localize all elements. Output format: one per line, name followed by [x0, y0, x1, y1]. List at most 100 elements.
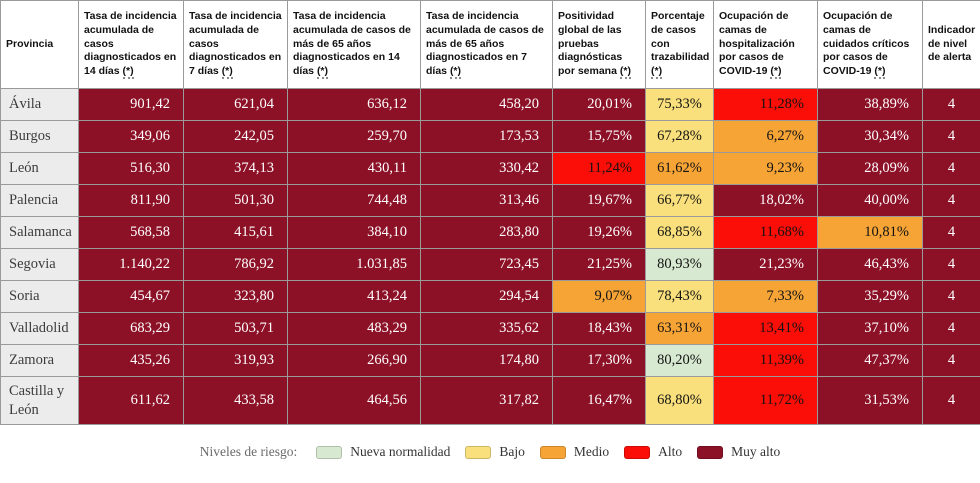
- risk-levels-legend: Niveles de riesgo: Nueva normalidad Bajo M…: [0, 444, 980, 460]
- value-cell: 568,58: [78, 216, 184, 249]
- province-cell: Soria: [0, 280, 79, 313]
- legend-title: Niveles de riesgo:: [199, 444, 298, 459]
- province-cell: Ávila: [0, 88, 79, 121]
- value-cell: 35,29%: [817, 280, 923, 313]
- value-cell: 259,70: [287, 120, 421, 153]
- value-cell: 10,81%: [817, 216, 923, 249]
- covid-indicators-table: Provincia Tasa de incidencia acumulada d…: [0, 0, 980, 425]
- province-cell: Salamanca: [0, 216, 79, 249]
- value-cell: 68,85%: [645, 216, 714, 249]
- legend-item: Alto: [624, 444, 682, 460]
- footnote-marker[interactable]: (*): [619, 65, 631, 80]
- column-header-label: Tasa de incidencia acumulada de casos di…: [189, 9, 282, 78]
- table-row: Castilla y León 611,62 433,58 464,56 317,82 1…: [0, 376, 980, 425]
- value-cell: 11,39%: [713, 344, 818, 377]
- value-cell: 4: [922, 344, 980, 377]
- value-cell: 413,24: [287, 280, 421, 313]
- value-cell: 458,20: [420, 88, 553, 121]
- footnote-marker[interactable]: (*): [770, 65, 782, 80]
- value-cell: 21,23%: [713, 248, 818, 281]
- value-cell: 683,29: [78, 312, 184, 345]
- value-cell: 483,29: [287, 312, 421, 345]
- province-cell: Castilla y León: [0, 376, 79, 425]
- value-cell: 9,23%: [713, 152, 818, 185]
- value-cell: 433,58: [183, 376, 288, 425]
- province-cell: Palencia: [0, 184, 79, 217]
- value-cell: 323,80: [183, 280, 288, 313]
- value-cell: 4: [922, 152, 980, 185]
- column-header-incidencia-14d: Tasa de incidencia acumulada de casos di…: [78, 0, 184, 89]
- legend-item: Bajo: [465, 444, 525, 460]
- value-cell: 4: [922, 120, 980, 153]
- footnote-marker[interactable]: (*): [221, 65, 233, 80]
- value-cell: 4: [922, 88, 980, 121]
- legend-item: Nueva normalidad: [316, 444, 450, 460]
- legend-label: Bajo: [499, 444, 525, 459]
- value-cell: 80,93%: [645, 248, 714, 281]
- value-cell: 430,11: [287, 152, 421, 185]
- column-header-label: Indicador de nivel de alerta: [928, 23, 976, 64]
- table-row: Soria 454,67 323,80 413,24 294,54 9,07% 78,43%…: [0, 280, 980, 313]
- value-cell: 16,47%: [552, 376, 646, 425]
- value-cell: 68,80%: [645, 376, 714, 425]
- legend-swatch-medio: [539, 445, 566, 459]
- value-cell: 75,33%: [645, 88, 714, 121]
- value-cell: 30,34%: [817, 120, 923, 153]
- column-header-nivel-alerta: Indicador de nivel de alerta: [922, 0, 980, 89]
- value-cell: 723,45: [420, 248, 553, 281]
- value-cell: 501,30: [183, 184, 288, 217]
- footnote-marker[interactable]: (*): [449, 65, 462, 80]
- column-header-provincia: Provincia: [0, 0, 79, 89]
- legend-label: Medio: [573, 444, 610, 459]
- legend-item: Medio: [539, 444, 610, 460]
- value-cell: 744,48: [287, 184, 421, 217]
- value-cell: 7,33%: [713, 280, 818, 313]
- value-cell: 38,89%: [817, 88, 923, 121]
- value-cell: 811,90: [78, 184, 184, 217]
- value-cell: 21,25%: [552, 248, 646, 281]
- column-header-label: Porcentaje de casos con trazabilidad: [651, 9, 710, 64]
- province-cell: Segovia: [0, 248, 79, 281]
- value-cell: 374,13: [183, 152, 288, 185]
- column-header-label: Tasa de incidencia acumulada de casos de…: [426, 9, 544, 78]
- column-header-incidencia-65-7d: Tasa de incidencia acumulada de casos de…: [420, 0, 553, 89]
- value-cell: 901,42: [78, 88, 184, 121]
- value-cell: 15,75%: [552, 120, 646, 153]
- column-header-positividad: Positividad global de las pruebas diagnó…: [552, 0, 646, 89]
- column-header-incidencia-7d: Tasa de incidencia acumulada de casos di…: [183, 0, 288, 89]
- value-cell: 242,05: [183, 120, 288, 153]
- column-header-label: Ocupación de camas de hospitalización po…: [719, 9, 795, 78]
- value-cell: 13,41%: [713, 312, 818, 345]
- value-cell: 516,30: [78, 152, 184, 185]
- value-cell: 63,31%: [645, 312, 714, 345]
- value-cell: 415,61: [183, 216, 288, 249]
- table-header: Provincia Tasa de incidencia acumulada d…: [0, 0, 980, 89]
- footnote-marker[interactable]: (*): [874, 65, 886, 80]
- value-cell: 61,62%: [645, 152, 714, 185]
- value-cell: 17,30%: [552, 344, 646, 377]
- value-cell: 20,01%: [552, 88, 646, 121]
- value-cell: 18,43%: [552, 312, 646, 345]
- province-cell: Zamora: [0, 344, 79, 377]
- legend-label: Nueva normalidad: [350, 444, 451, 459]
- table-row: Ávila 901,42 621,04 636,12 458,20 20,01% 75,33…: [0, 88, 980, 121]
- table-row: Segovia 1.140,22 786,92 1.031,85 723,45 21,25…: [0, 248, 980, 281]
- column-header-label: Tasa de incidencia acumulada de casos de…: [293, 9, 411, 78]
- value-cell: 67,28%: [645, 120, 714, 153]
- value-cell: 37,10%: [817, 312, 923, 345]
- legend-swatch-nueva-normalidad: [316, 445, 343, 459]
- table-row: León 516,30 374,13 430,11 330,42 11,24% 61,62%…: [0, 152, 980, 185]
- value-cell: 319,93: [183, 344, 288, 377]
- column-header-label: Positividad global de las pruebas diagnó…: [558, 9, 623, 78]
- value-cell: 11,24%: [552, 152, 646, 185]
- footnote-marker[interactable]: (*): [651, 65, 663, 80]
- value-cell: 4: [922, 184, 980, 217]
- value-cell: 4: [922, 376, 980, 425]
- footnote-marker[interactable]: (*): [122, 65, 134, 80]
- value-cell: 335,62: [420, 312, 553, 345]
- footnote-marker[interactable]: (*): [316, 65, 329, 80]
- province-cell: Valladolid: [0, 312, 79, 345]
- value-cell: 40,00%: [817, 184, 923, 217]
- value-cell: 19,26%: [552, 216, 646, 249]
- column-header-camas-criticos: Ocupación de camas de cuidados críticos …: [817, 0, 923, 89]
